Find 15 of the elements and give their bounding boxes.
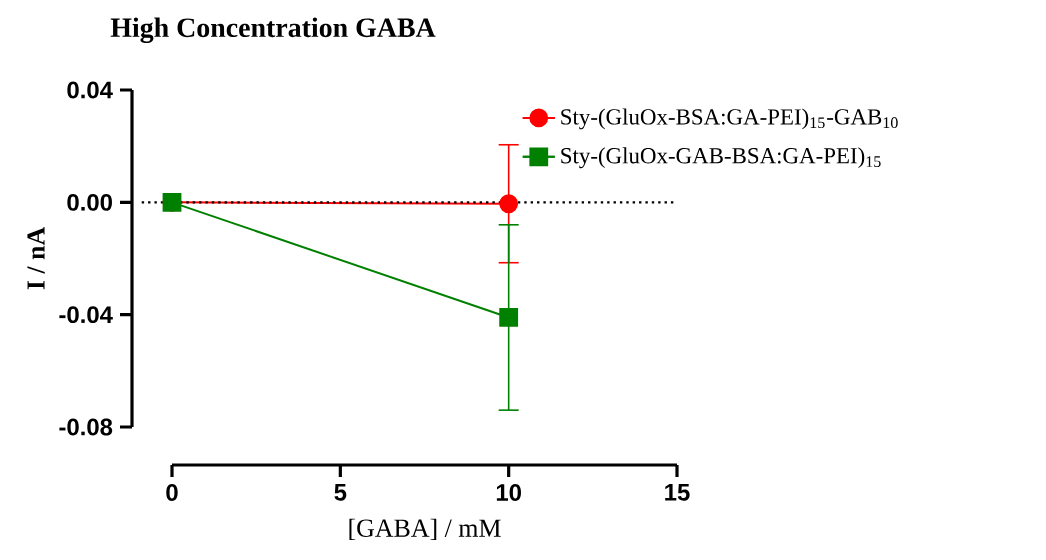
x-tick-label: 15 (665, 484, 690, 501)
y-axis-title: I / nA (27, 227, 45, 290)
y-tick-label: 0.00 (67, 193, 112, 211)
y-tick-label: -0.04 (59, 306, 113, 324)
legend-label: Sty-(GluOx-GAB-BSA:GA-PEI)$_{15}$ (561, 147, 881, 169)
y-tick-label: 0.04 (67, 81, 113, 99)
x-axis-title: [GABA] / mM (349, 518, 501, 541)
x-tick-label: 5 (334, 484, 347, 501)
legend-label: Sty-(GluOx-BSA:GA-PEI)$_{15}$-GAB$_{10}$ (561, 108, 898, 130)
point (499, 308, 519, 327)
x-tick-label: 10 (496, 484, 521, 501)
point (499, 194, 519, 214)
chart-title: High Concentration GABA (110, 17, 436, 43)
x-tick-label: 0 (166, 484, 178, 501)
y-tick-label: -0.08 (59, 418, 113, 436)
